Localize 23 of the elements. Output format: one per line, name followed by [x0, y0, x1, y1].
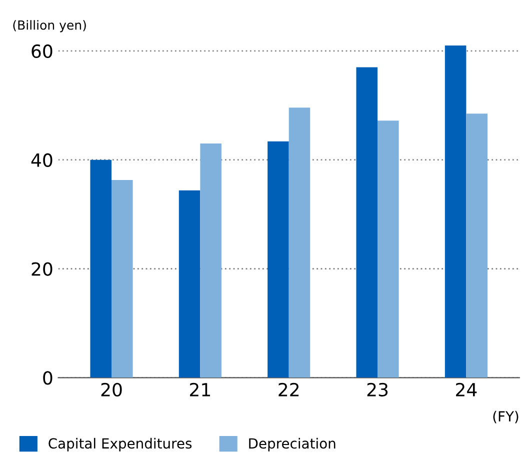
x-tick-label: 23: [367, 382, 388, 396]
x-tick-label: 22: [278, 382, 299, 396]
bar: [288, 108, 310, 378]
bar: [466, 114, 488, 378]
y-tick-label: 0: [43, 371, 52, 385]
x-tick-label: 24: [456, 382, 477, 396]
legend-label: Capital Expenditures: [48, 438, 192, 452]
legend-label: Depreciation: [249, 438, 336, 452]
bar: [444, 46, 466, 378]
bar: [90, 160, 112, 378]
y-tick-label: 40: [31, 153, 52, 167]
y-axis-title: (Billion yen): [13, 20, 86, 32]
bar: [268, 141, 289, 378]
y-tick-label: 20: [32, 262, 52, 276]
bar: [200, 144, 222, 378]
bar: [112, 180, 133, 378]
x-tick-label: 21: [190, 382, 210, 396]
bar: [356, 67, 378, 378]
y-tick-label: 60: [32, 44, 52, 58]
bar: [178, 190, 200, 378]
bar: [378, 120, 399, 378]
x-tick-label: 20: [101, 382, 122, 396]
x-axis-title: (FY): [493, 410, 518, 424]
